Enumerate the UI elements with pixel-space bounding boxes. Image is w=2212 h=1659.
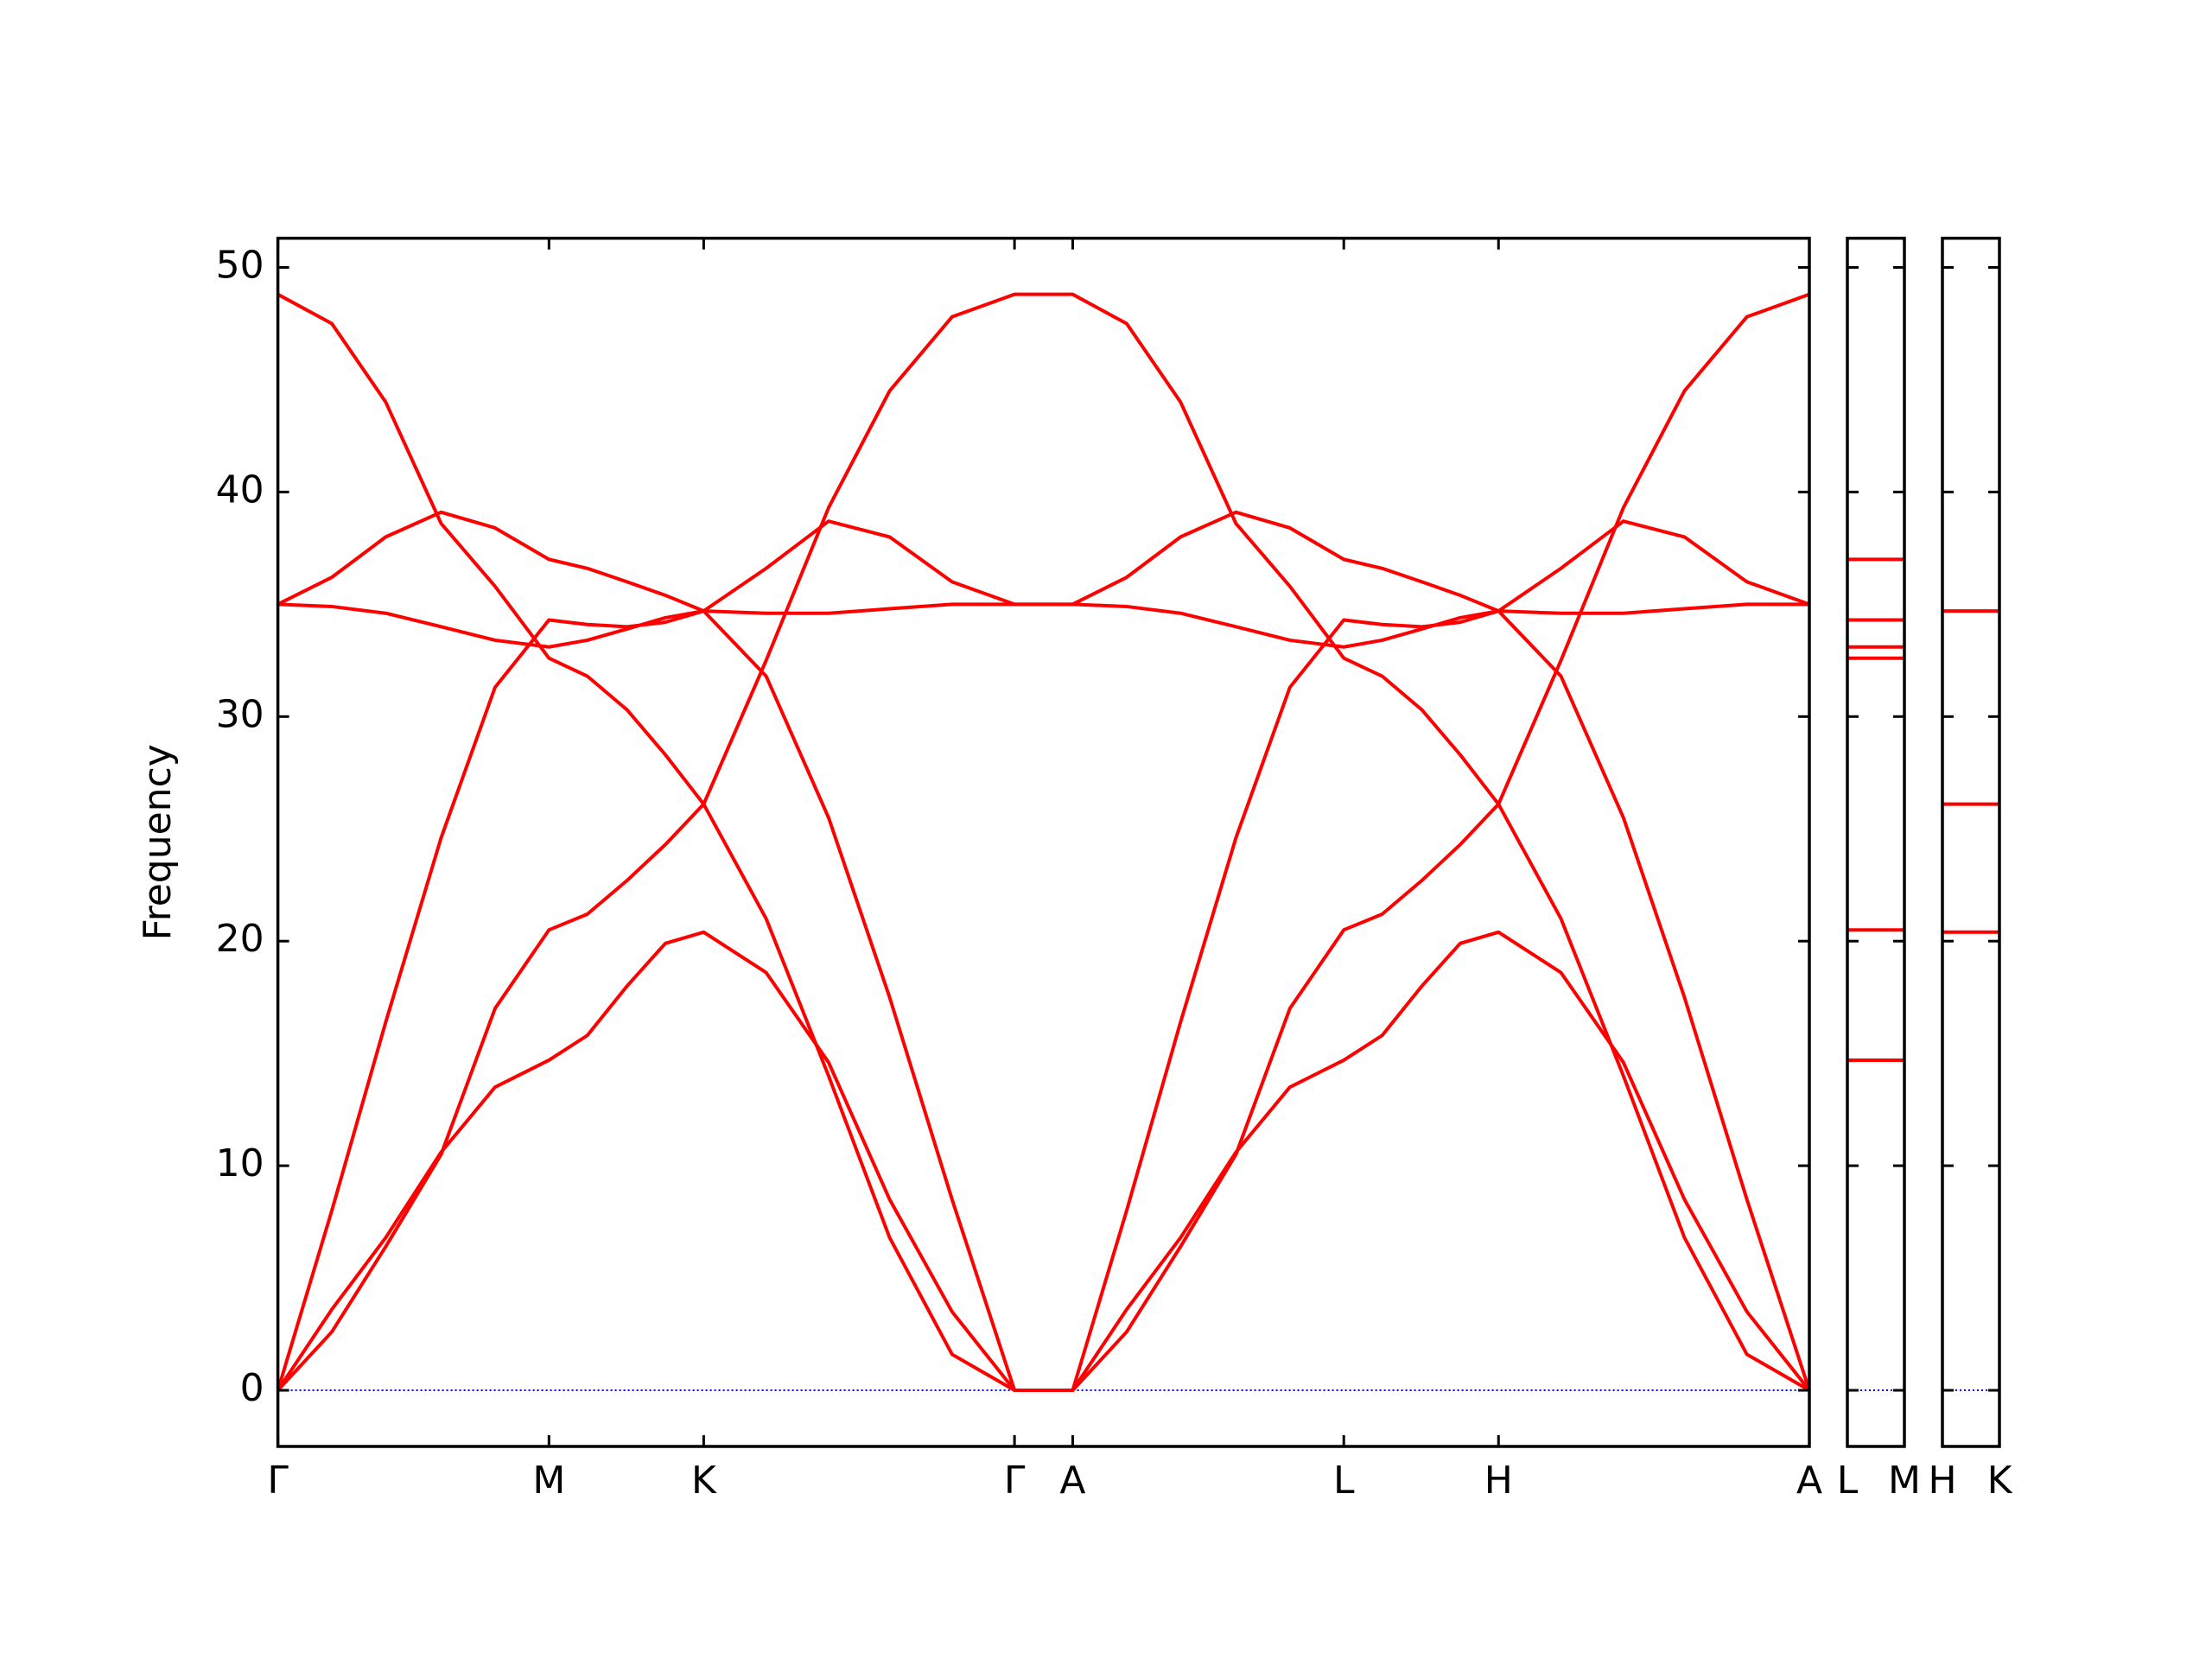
x-tick-label: Γ bbox=[1004, 1459, 1026, 1503]
band-line bbox=[276, 802, 1810, 1393]
y-tick-label: 0 bbox=[240, 1366, 264, 1410]
x-tick-label: Γ bbox=[267, 1459, 289, 1503]
plot-frame bbox=[1846, 236, 1906, 1448]
y-tick-label: 30 bbox=[216, 692, 264, 736]
y-tick-label: 10 bbox=[216, 1141, 264, 1185]
x-tick-label: H bbox=[1484, 1459, 1513, 1503]
x-tick-label: M bbox=[1888, 1459, 1921, 1503]
x-tick-label: M bbox=[532, 1459, 565, 1503]
x-tick-label: L bbox=[1837, 1459, 1859, 1503]
band-line bbox=[277, 602, 1809, 649]
x-tick-label: H bbox=[1928, 1459, 1956, 1503]
x-tick-label: K bbox=[1987, 1459, 2013, 1503]
band-line bbox=[276, 930, 1811, 1393]
x-tick-label: A bbox=[1796, 1459, 1822, 1503]
y-tick-label: 20 bbox=[216, 917, 264, 961]
plot-frame bbox=[276, 236, 1811, 1448]
band-line bbox=[276, 609, 1811, 1393]
y-tick-label: 50 bbox=[216, 243, 264, 287]
x-tick-label: L bbox=[1333, 1459, 1355, 1503]
y-axis-label: Frequency bbox=[136, 744, 180, 940]
band-line bbox=[276, 292, 1810, 806]
x-tick-label: K bbox=[691, 1459, 717, 1503]
band-line bbox=[276, 510, 1810, 613]
x-tick-label: A bbox=[1059, 1459, 1085, 1503]
y-tick-label: 40 bbox=[216, 467, 264, 512]
plot-frame bbox=[1941, 236, 2001, 1448]
